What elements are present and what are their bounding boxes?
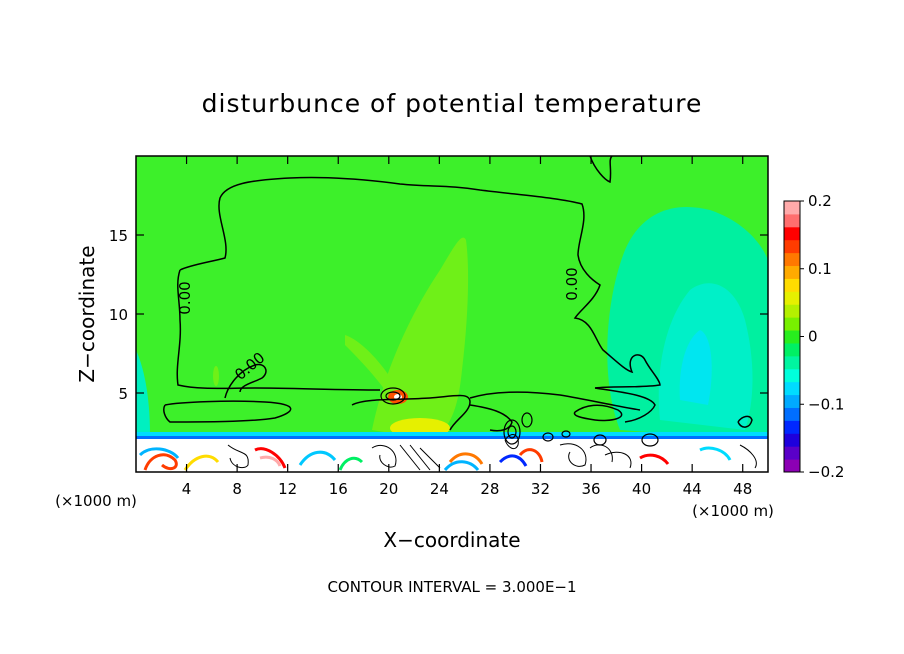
x-tick-label: 32	[531, 480, 550, 498]
boundary-layer	[136, 439, 768, 472]
cool-region-center	[679, 330, 712, 405]
warm-plume-2	[345, 335, 395, 390]
chart-title: disturbunce of potential temperature	[202, 89, 703, 118]
x-tick-label: 40	[632, 480, 651, 498]
x-tick-label: 12	[278, 480, 297, 498]
colorbar-swatch	[784, 394, 800, 408]
y-axis-ticks: 5 10 15	[109, 227, 768, 403]
closed-contours	[380, 387, 659, 447]
colorbar-swatch	[784, 446, 800, 460]
x-tick-label: 44	[683, 480, 702, 498]
contour-label: 0.00	[176, 281, 194, 314]
colorbar-tick-label: 0.2	[808, 192, 832, 210]
x-tick-label: 8	[232, 480, 242, 498]
colorbar-swatch	[784, 226, 800, 241]
contour-label: 0.00	[563, 267, 581, 300]
cool-left-edge	[136, 350, 150, 440]
y-tick-label: 5	[118, 385, 128, 403]
colorbar-swatch	[784, 317, 800, 331]
colorbar-swatch	[784, 420, 800, 434]
colorbar-swatch	[784, 355, 800, 370]
x-axis-ticks: 4 8 12 16 20 24 28 32 36 40 44 48	[182, 156, 752, 498]
y-tick-label: 15	[109, 227, 128, 245]
colorbar-swatch	[784, 459, 800, 473]
x-tick-label: 24	[430, 480, 449, 498]
x-tick-label: 28	[480, 480, 499, 498]
y-axis-label: Z−coordinate	[75, 245, 99, 382]
colorbar: 0.2 0.1 0 −0.1 −0.2	[783, 192, 844, 481]
colorbar-swatch	[784, 342, 800, 357]
boundary-cyan	[136, 432, 768, 438]
colorbar-swatch	[784, 291, 800, 305]
x-axis-label: X−coordinate	[383, 528, 520, 552]
y-tick-label: 10	[109, 306, 128, 324]
colorbar-swatch	[784, 407, 800, 421]
x-tick-label: 48	[733, 480, 752, 498]
colorbar-swatch	[784, 368, 800, 383]
x-tick-label: 4	[182, 480, 192, 498]
yellow-blob-small	[213, 366, 219, 386]
x-unit-left: (×1000 m)	[55, 492, 137, 510]
zero-contours	[163, 156, 753, 432]
boundary-blue	[136, 436, 768, 439]
x-tick-label: 36	[581, 480, 600, 498]
plot-area	[136, 156, 768, 472]
colorbar-swatch	[784, 381, 800, 396]
colorbar-swatch	[784, 252, 800, 267]
x-unit-right: (×1000 m)	[692, 502, 774, 520]
colorbar-tick-label: 0.1	[808, 260, 832, 278]
colorbar-swatch	[784, 433, 800, 447]
contour-interval: CONTOUR INTERVAL = 3.000E−1	[327, 578, 576, 596]
colorbar-swatch	[784, 213, 800, 228]
colorbar-tick-label: −0.2	[808, 463, 844, 481]
colorbar-tick-label: −0.1	[808, 395, 844, 413]
colorbar-swatch	[784, 239, 800, 254]
colorbar-swatch	[784, 278, 800, 292]
colorbar-swatch	[784, 265, 800, 279]
boundary-contours	[227, 434, 757, 471]
colorbar-tick-label: 0	[808, 328, 818, 346]
colorbar-swatch	[784, 304, 800, 318]
x-tick-label: 16	[329, 480, 348, 498]
boundary-eddies	[138, 446, 732, 472]
warm-plume	[372, 237, 469, 440]
x-tick-label: 20	[379, 480, 398, 498]
colorbar-swatch	[784, 201, 800, 215]
colorbar-swatch	[784, 330, 800, 344]
